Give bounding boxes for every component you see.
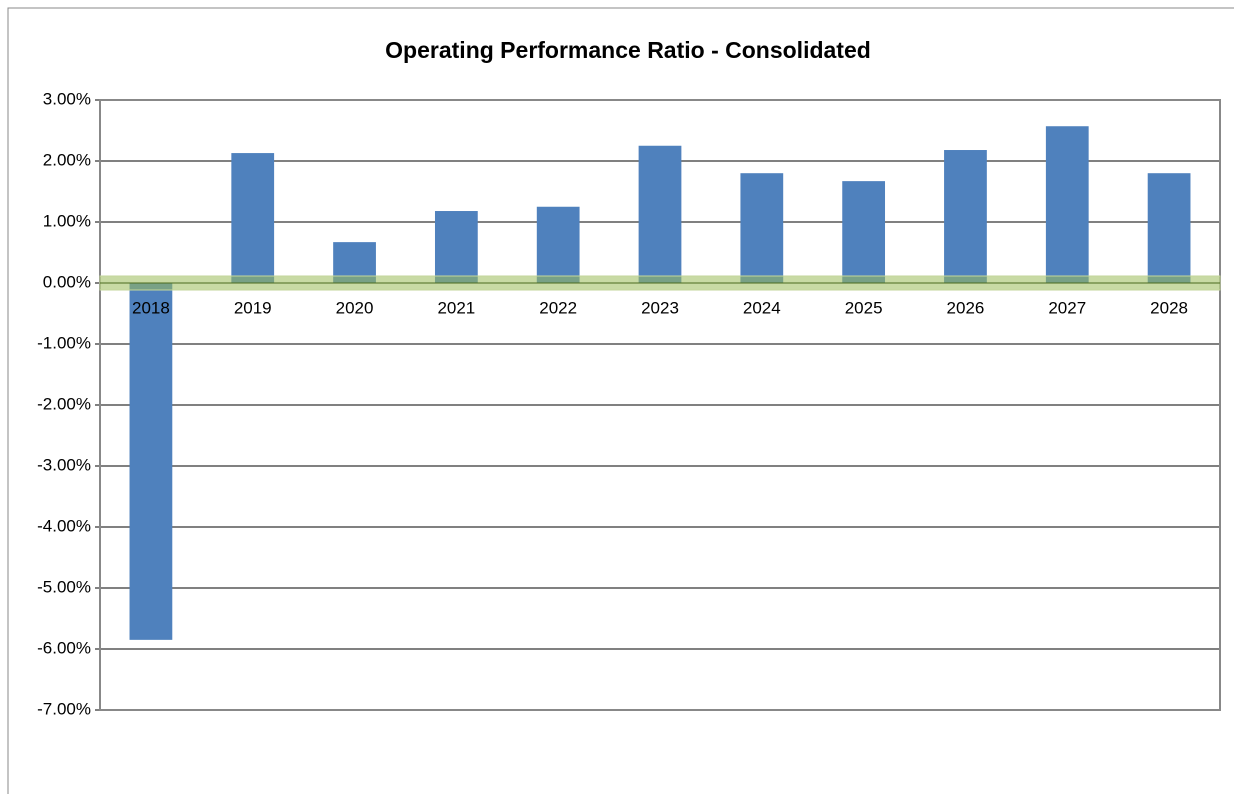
x-tick-label: 2023: [641, 298, 679, 317]
chart-title: Operating Performance Ratio - Consolidat…: [385, 37, 871, 63]
y-tick-label: -2.00%: [37, 394, 91, 413]
y-tick-label: -4.00%: [37, 516, 91, 535]
bar: [231, 153, 275, 283]
bar: [1147, 173, 1191, 283]
x-tick-label: 2026: [947, 298, 985, 317]
bar: [842, 181, 886, 283]
x-tick-label: 2021: [437, 298, 475, 317]
y-tick-label: -6.00%: [37, 638, 91, 657]
x-tick-label: 2027: [1048, 298, 1086, 317]
bar: [536, 206, 580, 283]
x-tick-label: 2018: [132, 298, 170, 317]
bar: [944, 150, 987, 283]
plot-border: [99, 99, 1221, 711]
y-tick-label: 3.00%: [43, 89, 91, 108]
bar: [129, 283, 173, 640]
y-tick-label: -1.00%: [37, 333, 91, 352]
bar: [1045, 126, 1089, 283]
y-tick-label: -3.00%: [37, 455, 91, 474]
x-tick-label: 2028: [1150, 298, 1188, 317]
y-tick-label: 2.00%: [43, 150, 91, 169]
y-tick-label: -7.00%: [37, 699, 91, 718]
y-tick-label: 1.00%: [43, 211, 91, 230]
x-tick-label: 2024: [743, 298, 781, 317]
x-tick-label: 2019: [234, 298, 272, 317]
bar: [740, 173, 784, 283]
y-tick-label: 0.00%: [43, 272, 91, 291]
x-tick-label: 2020: [336, 298, 374, 317]
x-tick-label: 2025: [845, 298, 883, 317]
bar: [434, 211, 478, 283]
chart-border: [7, 7, 1234, 794]
x-tick-label: 2022: [539, 298, 577, 317]
y-tick-label: -5.00%: [37, 577, 91, 596]
bar: [638, 145, 682, 283]
